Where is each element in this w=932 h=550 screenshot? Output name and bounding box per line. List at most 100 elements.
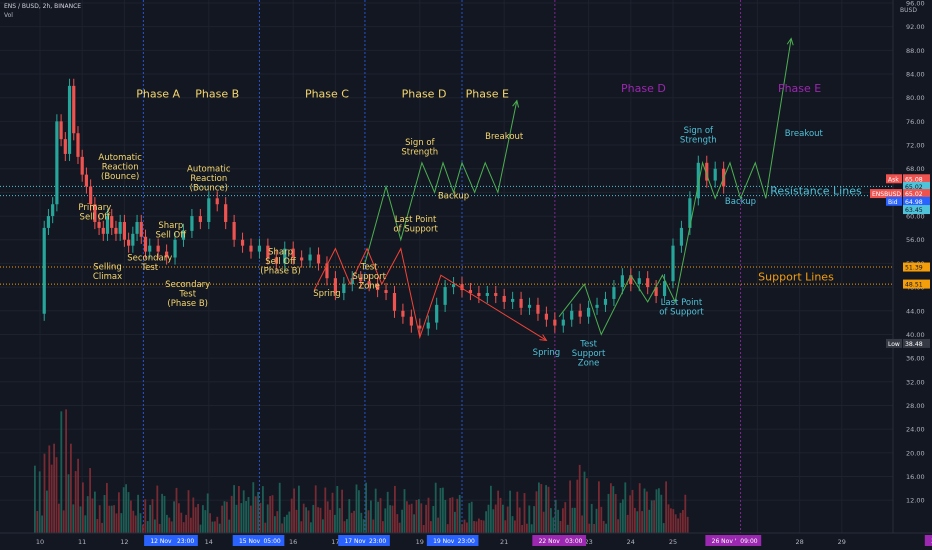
wyckoff-paths (313, 37, 794, 341)
candle-body (468, 290, 473, 294)
wyckoff-annotation: Breakout (785, 129, 824, 139)
y-tick-label: 20.00 (906, 449, 925, 457)
volume-bar (283, 516, 286, 533)
candle-body (72, 85, 76, 134)
volume-bar (533, 506, 535, 533)
volume-bar (91, 498, 94, 533)
volume-bar (300, 521, 303, 533)
candle-body (401, 310, 405, 317)
chart-symbol-title: ENS / BUSD, 2h, BINANCE (4, 3, 82, 10)
volume-bar (180, 512, 183, 533)
volume-bar (653, 500, 655, 533)
y-axis[interactable]: 96.00 92.00 88.00 84.00 80.00 76.00 72.00 68.00… (892, 0, 932, 550)
volume-bar (149, 504, 151, 533)
candle-body (139, 221, 143, 237)
volume-bar (163, 495, 166, 533)
volume-bar (391, 505, 394, 533)
date-pill-background (453, 535, 479, 546)
volume-bar (622, 499, 624, 533)
low-tag-label: Low (888, 341, 900, 348)
volume-bar (526, 523, 528, 533)
candle-body (392, 293, 397, 311)
volume-bar (310, 522, 312, 533)
candle-body (114, 227, 118, 234)
volume-bar (326, 501, 329, 533)
volume-bar (670, 508, 672, 533)
phase-label-right: Phase D (621, 82, 666, 95)
annotation-line: Automatic (98, 153, 142, 163)
volume-bar (178, 503, 180, 533)
volume-bar (293, 488, 295, 533)
volume-bar (41, 515, 43, 533)
volume-bar (209, 513, 211, 533)
volume-bar (398, 522, 401, 533)
mid-tag-background (903, 181, 930, 191)
volume-bar (197, 503, 199, 533)
candle-body (713, 168, 717, 181)
x-tick-label: 17 (331, 538, 339, 546)
date-pill-label: 23:00 (369, 538, 386, 545)
date-pill-label: 22 Nov '21 (539, 538, 572, 545)
candle-body (587, 307, 591, 317)
wyckoff-annotation: Automatic Reaction (Bounce) (98, 153, 142, 182)
volume-bar (574, 507, 576, 533)
volume-bar (199, 524, 202, 533)
volume-bar (554, 499, 557, 533)
y-tick-label: 80.00 (906, 94, 925, 102)
candle-body (570, 310, 574, 320)
x-tick-label: 29 (838, 538, 846, 546)
volume-bar (509, 490, 511, 533)
support-upper-tag-background (903, 262, 930, 272)
volume-bar (655, 489, 658, 533)
volume-bar (50, 464, 53, 533)
volume-bar (662, 523, 665, 533)
x-tick-label: 16 (289, 538, 297, 546)
y-tick-label: 40.00 (906, 331, 925, 339)
candle-body (97, 221, 101, 228)
candle-body (110, 216, 114, 228)
candle-body (409, 316, 413, 326)
volume-bar (667, 504, 670, 533)
candle-body (561, 319, 565, 326)
candle-body (76, 133, 80, 157)
annotation-line: (Bounce) (190, 184, 228, 194)
wyckoff-annotation: Automatic Reaction (Bounce) (187, 165, 231, 194)
annotation-line: Primary (78, 203, 111, 213)
volume-bar (595, 508, 598, 533)
volume-bar (338, 508, 341, 533)
candle-body (80, 156, 84, 175)
volume-bar (74, 471, 77, 533)
candle-body (418, 325, 422, 329)
volume-bar (346, 519, 348, 533)
volume-bar (137, 494, 139, 533)
volume-bar (262, 486, 264, 533)
candle-body (671, 245, 675, 282)
volume-bar (48, 445, 51, 533)
volume-bar (504, 520, 507, 533)
volume-bar (523, 493, 526, 533)
volume-bar (437, 517, 439, 533)
volume-bar (686, 516, 689, 533)
volume-bar (154, 519, 156, 533)
candle-body (553, 319, 557, 326)
volume-bar (230, 495, 233, 533)
low-tag-background (903, 338, 930, 348)
support-lower-tag-value: 48.51 (905, 282, 923, 289)
volume-bar (343, 521, 346, 533)
y-tick-label: 92.00 (906, 23, 925, 31)
volume-bar (418, 499, 420, 533)
volume-bar (619, 502, 622, 533)
mid-tag-value: 65.02 (905, 184, 923, 191)
volume-bar (677, 518, 679, 533)
volume-bar (557, 509, 559, 533)
red-projection-path (313, 247, 547, 341)
wyckoff-annotation: Secondary Test (Phase B) (165, 280, 210, 309)
volume-bar (458, 495, 461, 533)
volume-bar (636, 511, 639, 533)
volume-bar (497, 490, 499, 533)
volume-bar (79, 506, 82, 533)
volume-bar (684, 494, 687, 533)
candle-body (118, 221, 122, 234)
volume-bar (89, 468, 91, 533)
